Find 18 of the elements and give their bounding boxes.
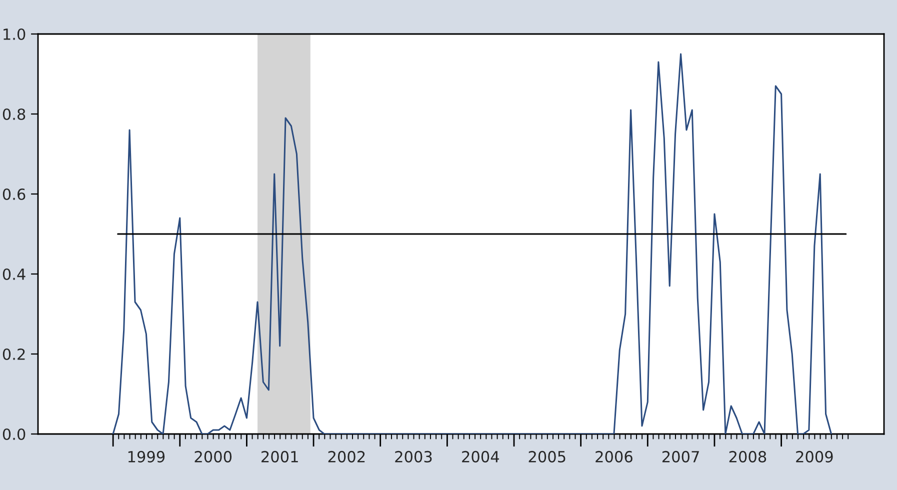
x-tick-label: 2009 (796, 450, 833, 462)
x-tick-label: 2000 (194, 450, 232, 462)
x-tick-label: 2007 (662, 450, 699, 462)
x-tick-label: 2005 (528, 450, 566, 462)
y-tick-label: 0.4 (2, 268, 26, 280)
x-tick-label: 1999 (128, 450, 165, 462)
x-tick-label: 2004 (462, 450, 499, 462)
x-tick-label: 2002 (328, 450, 365, 462)
y-tick-label: 1.0 (4, 28, 26, 40)
x-tick-label: 2008 (729, 450, 766, 462)
x-tick-label: 2001 (262, 450, 298, 462)
y-tick-label: 0.0 (2, 428, 26, 440)
y-tick-label: 0.6 (2, 188, 26, 200)
y-tick-label: 0.8 (2, 108, 26, 120)
y-tick-label: 0.2 (2, 348, 25, 360)
x-tick-label: 2003 (395, 450, 432, 462)
x-tick-label: 2006 (596, 450, 632, 462)
line-series (112, 53, 832, 434)
